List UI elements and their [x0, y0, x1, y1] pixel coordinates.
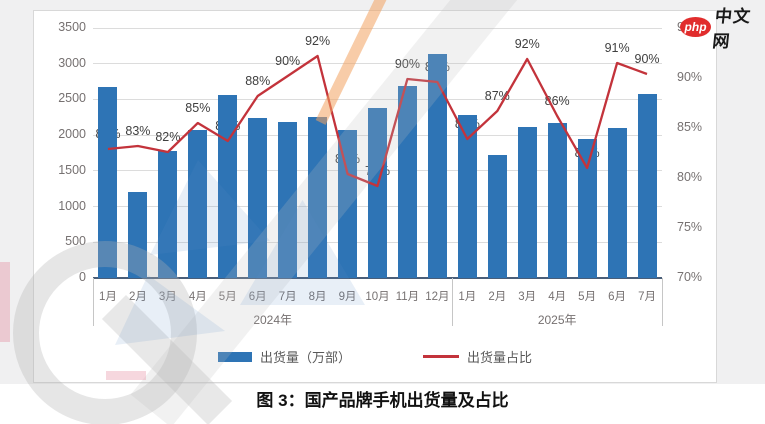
year-label: 2024年: [253, 313, 293, 327]
site-logo-text: 中文网: [711, 7, 753, 51]
y-axis-tick-left: 500: [65, 234, 86, 249]
percent-label: 90%: [634, 52, 660, 66]
y-axis-tick-left: 0: [79, 270, 86, 284]
month-label: 5月: [218, 291, 237, 303]
bar-7月: [278, 121, 298, 278]
month-label: 4月: [188, 291, 207, 303]
gridline: [93, 98, 662, 100]
month-label: 2月: [488, 291, 507, 303]
bar-2月: [128, 192, 148, 278]
percent-label: 86%: [544, 94, 570, 108]
legend-item-share: 出货量占比: [423, 347, 532, 366]
php-logo-icon: php: [680, 17, 712, 37]
month-label: 1月: [458, 291, 477, 303]
y-axis-tick-left: 1500: [58, 162, 86, 177]
group-separator: [662, 278, 663, 326]
month-label: 8月: [308, 291, 327, 303]
month-label: 12月: [425, 291, 450, 303]
bar-7月: [637, 93, 657, 278]
y-axis-tick-left: 1000: [58, 198, 86, 213]
month-label: 1月: [99, 291, 117, 303]
bar-5月: [218, 95, 238, 278]
y-axis-tick-left: 2000: [58, 127, 86, 142]
y-axis-tick-right: 70%: [677, 270, 703, 284]
y-axis-tick-right: 90%: [677, 70, 703, 84]
percent-label: 88%: [245, 74, 271, 88]
percent-label: 85%: [185, 101, 211, 115]
percent-label: 92%: [514, 37, 540, 51]
month-label: 10月: [365, 291, 390, 303]
bar-3月: [158, 150, 178, 278]
bar-6月: [607, 128, 627, 278]
bar-12月: [427, 53, 447, 278]
month-label: 7月: [638, 291, 656, 303]
bar-9月: [338, 130, 358, 278]
x-axis-line: [93, 277, 662, 279]
month-label: 11月: [395, 291, 420, 303]
bar-4月: [188, 130, 208, 278]
y-axis-tick-left: 3000: [58, 55, 86, 70]
month-label: 9月: [338, 291, 357, 303]
legend-item-shipments: 出货量（万部）: [217, 347, 351, 366]
month-label: 6月: [248, 291, 267, 303]
month-label: 5月: [578, 291, 597, 303]
percent-label: 82%: [155, 130, 181, 144]
group-separator: [452, 278, 454, 326]
legend: 出货量（万部） 出货量占比: [33, 347, 717, 366]
group-separator: [93, 278, 94, 326]
bar-1月: [98, 87, 118, 278]
month-label: 4月: [548, 291, 567, 303]
bar-2月: [487, 155, 507, 278]
bar-8月: [308, 117, 328, 278]
bar-3月: [517, 127, 537, 278]
year-label: 2025年: [537, 313, 577, 327]
month-label: 3月: [158, 291, 177, 303]
month-label: 3月: [518, 291, 537, 303]
month-label: 2月: [128, 291, 147, 303]
bar-5月: [577, 139, 597, 278]
month-label: 6月: [608, 291, 627, 303]
y-axis-tick-left: 2500: [58, 91, 86, 106]
bar-10月: [368, 108, 387, 278]
y-axis-tick-right: 85%: [677, 120, 703, 134]
gridline: [93, 63, 662, 65]
y-axis-tick-right: 75%: [677, 220, 703, 234]
percent-label: 92%: [305, 34, 331, 48]
chart-title: 图 3：国产品牌手机出货量及占比: [0, 386, 765, 420]
legend-label-share: 出货量占比: [467, 350, 533, 365]
bar-11月: [397, 85, 417, 278]
legend-label-shipments: 出货量（万部）: [259, 350, 351, 365]
percent-label: 90%: [275, 54, 301, 68]
y-axis-tick-left: 3500: [58, 20, 86, 34]
bar-series-swatch: [217, 351, 252, 362]
line-series-swatch: [423, 355, 459, 358]
bar-4月: [547, 123, 567, 278]
percent-label: 91%: [604, 41, 630, 55]
y-axis-tick-right: 80%: [677, 170, 703, 184]
month-label: 7月: [278, 291, 297, 303]
site-logo[interactable]: php 中文网: [680, 2, 765, 52]
percent-label: 87%: [484, 89, 510, 103]
bar-6月: [248, 118, 268, 278]
gridline: [93, 27, 662, 29]
bar-1月: [457, 115, 477, 278]
